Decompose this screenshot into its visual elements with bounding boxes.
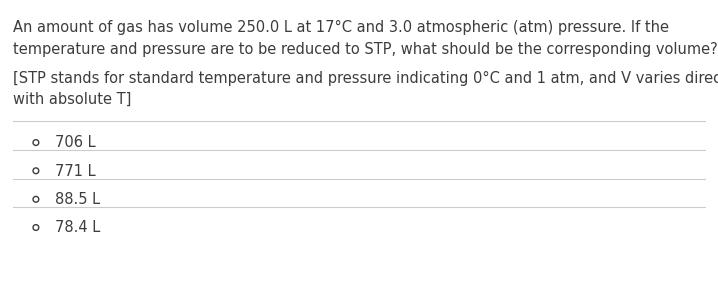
Text: temperature and pressure are to be reduced to STP, what should be the correspond: temperature and pressure are to be reduc… <box>13 42 718 57</box>
Text: [STP stands for standard temperature and pressure indicating 0°C and 1 atm, and : [STP stands for standard temperature and… <box>13 71 718 86</box>
Text: 706 L: 706 L <box>55 135 95 150</box>
Text: 88.5 L: 88.5 L <box>55 192 100 207</box>
Text: with absolute T]: with absolute T] <box>13 92 131 107</box>
Text: An amount of gas has volume 250.0 L at 17°C and 3.0 atmospheric (atm) pressure. : An amount of gas has volume 250.0 L at 1… <box>13 20 669 35</box>
Text: 771 L: 771 L <box>55 164 95 179</box>
Text: 78.4 L: 78.4 L <box>55 220 100 235</box>
